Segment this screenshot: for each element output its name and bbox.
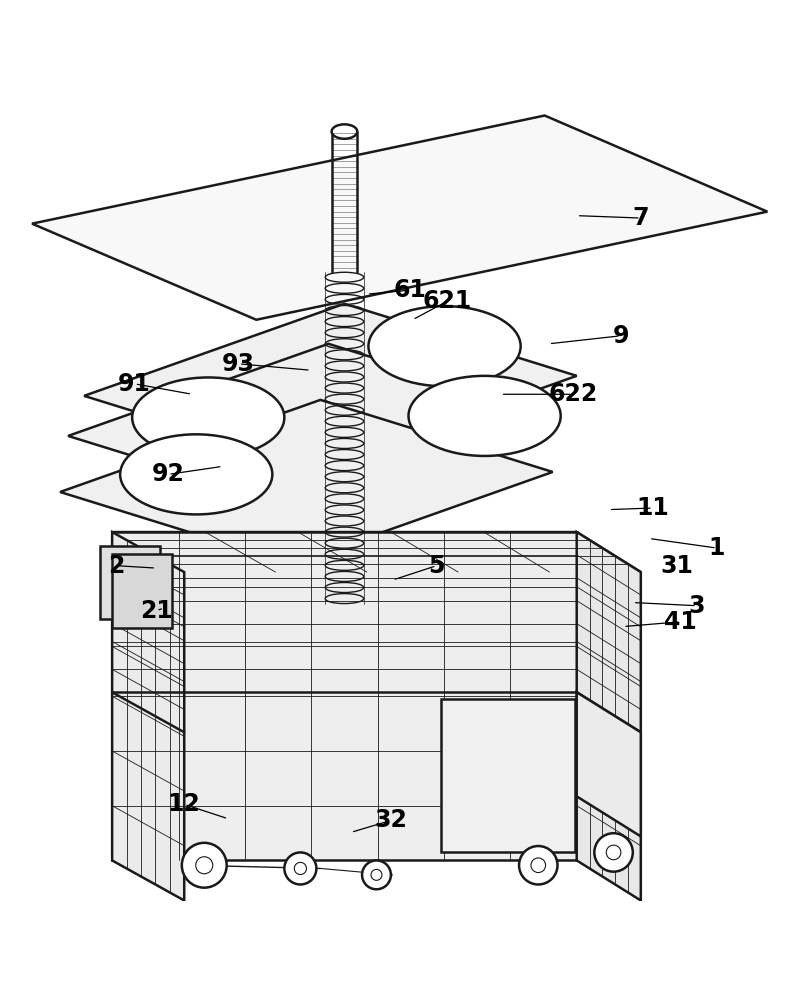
Text: 21: 21 (140, 599, 172, 623)
Circle shape (284, 852, 316, 884)
Circle shape (519, 846, 557, 884)
Text: 9: 9 (613, 324, 629, 348)
Text: 12: 12 (168, 792, 200, 816)
Polygon shape (100, 546, 160, 619)
Circle shape (182, 843, 227, 888)
Ellipse shape (332, 124, 357, 139)
Polygon shape (112, 554, 172, 628)
Circle shape (594, 833, 633, 872)
Text: 31: 31 (660, 554, 694, 578)
Polygon shape (112, 532, 577, 860)
Polygon shape (112, 532, 641, 572)
Polygon shape (577, 692, 641, 836)
Ellipse shape (368, 306, 521, 386)
Polygon shape (112, 532, 184, 900)
Text: 2: 2 (108, 554, 124, 578)
Text: 91: 91 (118, 372, 151, 396)
Text: 61: 61 (393, 278, 427, 302)
Text: 622: 622 (548, 382, 598, 406)
Polygon shape (577, 532, 641, 900)
Ellipse shape (120, 434, 272, 514)
Text: 621: 621 (422, 289, 472, 313)
Text: 1: 1 (709, 536, 725, 560)
Text: 11: 11 (637, 496, 669, 520)
Ellipse shape (409, 376, 561, 456)
Polygon shape (84, 304, 577, 468)
Text: 41: 41 (665, 610, 697, 634)
Text: 93: 93 (222, 352, 256, 376)
Text: 92: 92 (151, 462, 185, 486)
Ellipse shape (132, 377, 284, 458)
Polygon shape (60, 400, 553, 564)
Circle shape (362, 860, 391, 889)
Text: 7: 7 (633, 206, 649, 230)
Text: 32: 32 (374, 808, 408, 832)
Text: 3: 3 (689, 594, 705, 618)
Text: 5: 5 (429, 554, 445, 578)
Polygon shape (32, 116, 767, 320)
Polygon shape (68, 344, 561, 508)
Polygon shape (441, 699, 575, 852)
